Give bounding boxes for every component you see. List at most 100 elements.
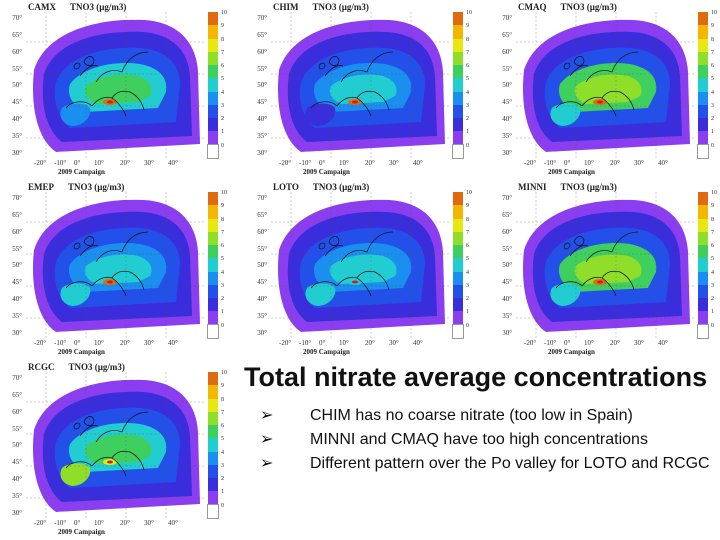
colorbar-segment xyxy=(208,411,218,426)
longitude-label: 40° xyxy=(168,159,178,167)
latitude-label: 50° xyxy=(257,81,267,90)
latitude-label: 55° xyxy=(502,64,512,73)
latitude-label: 45° xyxy=(257,278,267,287)
colorbar-label: 9 xyxy=(711,23,714,30)
colorbar-label: 8 xyxy=(711,36,714,43)
colorbar-label: 2 xyxy=(711,296,714,303)
colorbar-label: 6 xyxy=(711,63,714,70)
latitude-label: 40° xyxy=(502,115,512,123)
longitude-label: 40° xyxy=(168,519,178,527)
colorbar-label: 4 xyxy=(221,449,224,456)
latitude-label: 35° xyxy=(12,311,22,320)
latitude-label: 65° xyxy=(502,211,512,219)
longitude-label: 40° xyxy=(413,159,423,167)
colorbar-label: 8 xyxy=(221,36,224,43)
colorbar-label: 1 xyxy=(466,309,469,316)
latitude-label: 65° xyxy=(257,211,267,219)
colorbar-segment xyxy=(698,245,708,259)
latitude-label: 60° xyxy=(12,47,22,56)
out-of-domain-ne xyxy=(391,12,449,52)
out-of-domain-south xyxy=(516,312,694,338)
panel-title: EMEP TNO3 (µg/m3) xyxy=(28,182,138,192)
latitude-label: 70° xyxy=(12,374,22,383)
longitude-label: -20° xyxy=(34,519,47,527)
po-valley-peak xyxy=(597,280,603,284)
model-name: RCGC xyxy=(28,362,55,372)
longitude-label: -20° xyxy=(279,159,292,167)
latitude-label: 60° xyxy=(12,407,22,416)
colorbar xyxy=(452,12,464,159)
colorbar-segment xyxy=(208,258,218,272)
campaign-label: 2009 Campaign xyxy=(548,168,595,176)
species-label: TNO3 (µg/m3) xyxy=(560,182,617,192)
colorbar-segment xyxy=(453,78,463,92)
colorbar-segment xyxy=(453,192,463,206)
colorbar-segment xyxy=(208,372,218,386)
colorbar-label: 8 xyxy=(221,396,224,403)
colorbar-label: 4 xyxy=(466,269,469,276)
campaign-label: 2009 Campaign xyxy=(548,348,595,356)
colorbar-label: 3 xyxy=(221,462,224,469)
latitude-label: 70° xyxy=(12,14,22,23)
longitude-label: 20° xyxy=(610,159,620,167)
british-isles-outline xyxy=(73,416,95,430)
colorbar-label: 2 xyxy=(711,116,714,123)
latitude-label: 50° xyxy=(502,261,512,270)
colorbar xyxy=(207,372,219,519)
coastline-lines xyxy=(65,231,149,297)
colorbar-segment xyxy=(208,218,218,232)
latitude-label: 30° xyxy=(12,328,22,337)
longitude-label: -20° xyxy=(524,339,537,347)
colorbar xyxy=(697,12,709,159)
british-isles-outline xyxy=(73,236,95,250)
species-label: TNO3 (µg/m3) xyxy=(68,362,125,372)
colorbar-segment xyxy=(698,12,708,26)
map-frame xyxy=(271,12,449,158)
colorbar-label: 6 xyxy=(221,63,224,70)
colorbar-label: 0 xyxy=(221,322,224,329)
map-frame xyxy=(271,192,449,338)
colorbar-segment xyxy=(453,284,463,299)
colorbar-segment xyxy=(698,231,708,246)
latitude-label: 65° xyxy=(12,391,22,399)
colorbar-segment xyxy=(698,38,708,52)
colorbar-label: 1 xyxy=(711,129,714,136)
iberia-area xyxy=(60,283,91,306)
concentration-map xyxy=(271,192,449,338)
longitude-label: 30° xyxy=(389,339,399,347)
iberia-area xyxy=(305,103,336,126)
colorbar-label: 1 xyxy=(221,309,224,316)
colorbar-segment xyxy=(208,38,218,52)
colorbar-label: 4 xyxy=(221,89,224,96)
longitude-label: -10° xyxy=(299,339,312,347)
latitude-label: 50° xyxy=(502,81,512,90)
latitude-label: 30° xyxy=(12,508,22,517)
latitude-label: 35° xyxy=(12,491,22,500)
colorbar-label: 7 xyxy=(711,49,714,56)
out-of-domain-south xyxy=(271,132,449,158)
colorbar-label: 9 xyxy=(221,203,224,210)
colorbar-label: 9 xyxy=(711,203,714,210)
latitude-label: 40° xyxy=(12,475,22,483)
latitude-label: 30° xyxy=(12,148,22,157)
colorbar-label: 7 xyxy=(221,49,224,56)
longitude-label: 30° xyxy=(389,159,399,167)
colorbar-label: 7 xyxy=(466,49,469,56)
bullet-text: Different pattern over the Po valley for… xyxy=(310,455,710,472)
colorbar-segment xyxy=(453,131,463,145)
colorbar-label: 6 xyxy=(221,243,224,250)
longitude-label: 10° xyxy=(339,339,349,347)
map-frame xyxy=(516,192,694,338)
colorbar-segment xyxy=(698,311,708,325)
colorbar-segment xyxy=(453,218,463,232)
british-isles-outline xyxy=(318,236,340,250)
map-panel-rcgc: RCGC TNO3 (µg/m3) 70° 65° 60° 55° 50° 45° 40° 35°… xyxy=(0,362,230,540)
colorbar-segment xyxy=(453,245,463,259)
latitude-label: 40° xyxy=(12,295,22,303)
colorbar-label: 6 xyxy=(466,243,469,250)
colorbar-segment xyxy=(453,12,463,26)
colorbar-segment xyxy=(698,271,708,285)
model-name: CHIM xyxy=(273,2,299,12)
longitude-label: 20° xyxy=(120,339,130,347)
europe-core-area xyxy=(574,74,642,104)
